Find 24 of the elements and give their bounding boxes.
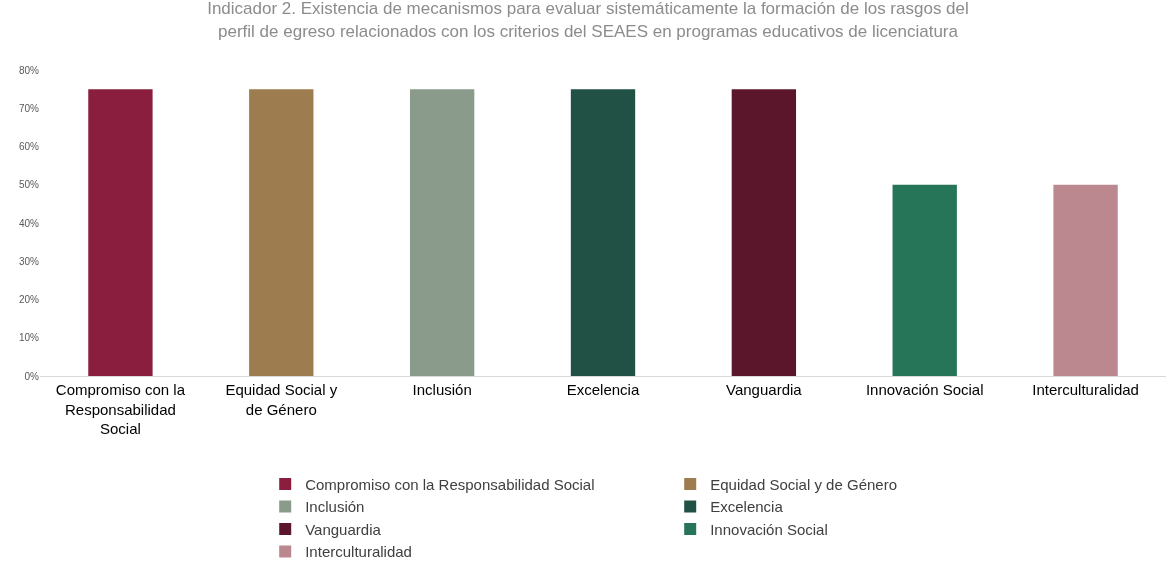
y-tick-label: 80% — [18, 64, 40, 76]
legend-label: Vanguardia — [305, 520, 382, 538]
y-tick-label: 0% — [24, 370, 40, 382]
y-tick-label: 20% — [18, 294, 40, 305]
x-tick-label: Excelencia — [566, 381, 640, 398]
legend-label: Equidad Social y de Género — [710, 475, 897, 493]
y-tick-label: 40% — [18, 217, 40, 229]
legend-label: Excelencia — [710, 498, 784, 516]
x-tick-label: Compromiso con la Responsabilidad Social — [55, 381, 186, 437]
y-tick-label: 60% — [18, 141, 40, 152]
chart-title: Indicador 2. Existencia de mecanismos para evaluar sistemáticamente la formación de los rasgos del perfil de egreso relacionados con los criterios del SEAES en programas educativos de licenciatura — [207, 0, 969, 41]
legend-label: Interculturalidad — [305, 543, 412, 561]
legend-label: Compromiso con la Responsabilidad Social — [305, 475, 595, 493]
y-tick-label: 10% — [18, 332, 40, 344]
y-tick-label: 70% — [18, 102, 40, 114]
y-tick-label: 30% — [18, 255, 40, 267]
x-tick-label: Innovación Social — [865, 381, 984, 398]
legend-label: Innovación Social — [710, 520, 828, 538]
x-tick-label: Vanguardia — [726, 381, 803, 398]
legend-label: Inclusión — [305, 498, 365, 516]
x-tick-label: Equidad Social y de Género — [225, 381, 338, 418]
y-tick-label: 50% — [18, 179, 40, 191]
x-tick-label: Inclusión — [412, 381, 472, 398]
x-tick-label: Interculturalidad — [1032, 381, 1139, 398]
